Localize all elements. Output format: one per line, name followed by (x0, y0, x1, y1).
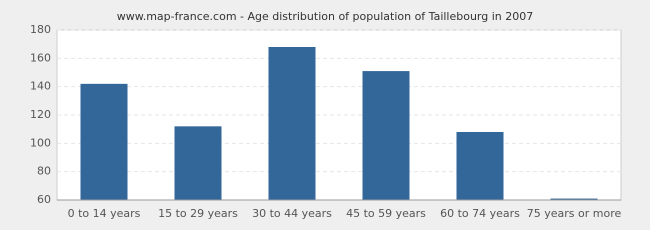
bar (268, 47, 316, 200)
y-tick-label: 80 (37, 165, 51, 178)
x-tick-label: 30 to 44 years (252, 207, 332, 220)
y-tick-label: 120 (30, 108, 51, 121)
y-tick-label: 160 (30, 51, 51, 64)
bar (550, 198, 598, 200)
bar (174, 126, 222, 200)
x-tick-label: 75 years or more (527, 207, 622, 220)
bar (456, 132, 504, 200)
y-tick-label: 100 (30, 136, 51, 149)
bar (362, 71, 410, 200)
y-tick-label: 60 (37, 193, 51, 206)
y-tick-label: 140 (30, 80, 51, 93)
x-tick-label: 15 to 29 years (158, 207, 238, 220)
x-tick-label: 0 to 14 years (68, 207, 141, 220)
x-tick-label: 45 to 59 years (346, 207, 426, 220)
chart-title: www.map-france.com - Age distribution of… (117, 10, 534, 23)
chart: www.map-france.com - Age distribution of… (0, 0, 650, 230)
y-tick-label: 180 (30, 23, 51, 36)
x-tick-label: 60 to 74 years (440, 207, 520, 220)
bar (80, 83, 128, 200)
